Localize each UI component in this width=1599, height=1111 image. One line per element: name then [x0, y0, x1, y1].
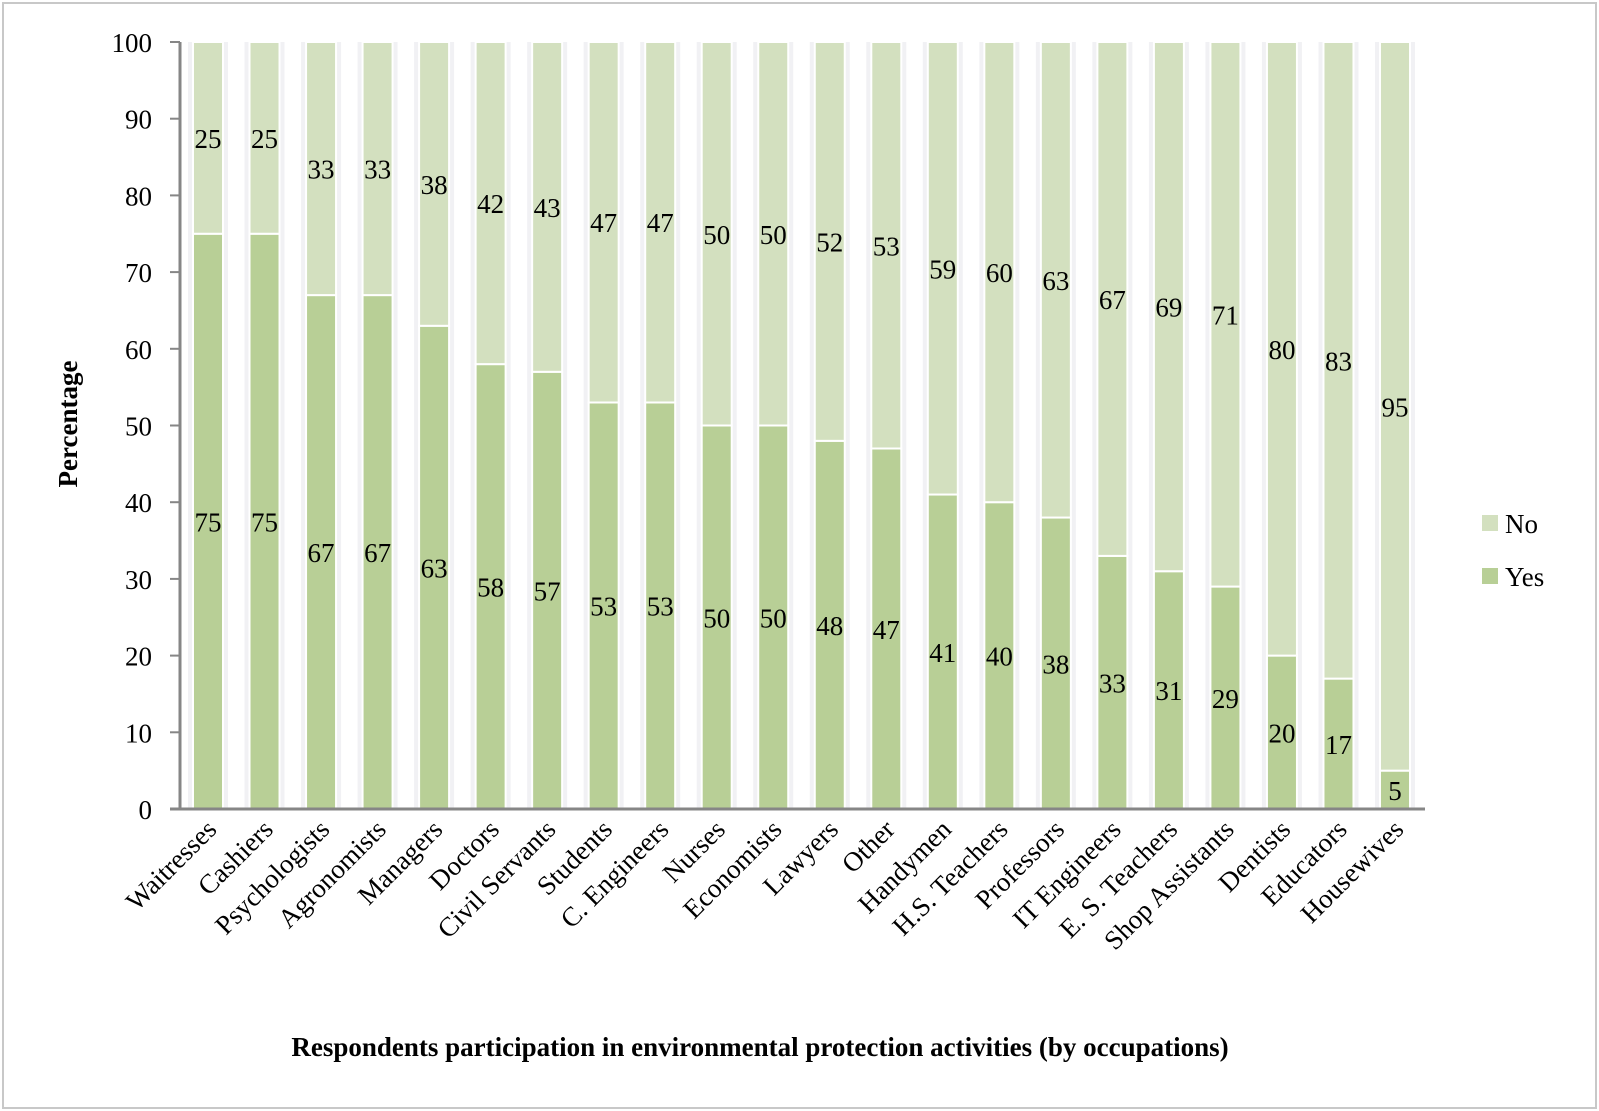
data-label-yes: 53 — [647, 592, 674, 622]
bar-yes-Shop Assistants — [1209, 585, 1242, 810]
legend-swatch-no — [1482, 515, 1498, 531]
data-label-no: 60 — [986, 258, 1013, 288]
bar-yes-H.S. Teachers — [983, 501, 1016, 810]
data-label-no: 71 — [1212, 300, 1239, 330]
data-label-no: 33 — [364, 155, 391, 185]
x-axis-title: Respondents participation in environment… — [291, 1032, 1228, 1062]
data-label-no: 53 — [873, 231, 900, 261]
y-tick-label: 20 — [125, 642, 152, 672]
data-label-yes: 20 — [1268, 718, 1295, 748]
y-tick-label: 90 — [125, 105, 152, 135]
bar-no-Educators — [1322, 41, 1355, 680]
data-label-yes: 31 — [1155, 676, 1182, 706]
bar-no-Doctors — [474, 41, 507, 366]
data-label-no: 43 — [534, 193, 561, 223]
data-label-yes: 5 — [1388, 776, 1402, 806]
bar-yes-Nurses — [700, 424, 733, 810]
legend-swatch-yes — [1482, 568, 1498, 584]
data-label-no: 80 — [1268, 335, 1295, 365]
bar-yes-Economists — [757, 424, 790, 810]
bar-no-Agronomists — [361, 41, 394, 297]
data-label-yes: 48 — [816, 611, 843, 641]
y-tick-label: 0 — [139, 795, 153, 825]
data-label-yes: 75 — [195, 507, 222, 537]
data-label-no: 33 — [308, 155, 335, 185]
data-label-no: 25 — [251, 124, 278, 154]
data-label-yes: 63 — [421, 553, 448, 583]
data-label-yes: 33 — [1099, 668, 1126, 698]
data-label-no: 50 — [703, 220, 730, 250]
bar-no-Economists — [757, 41, 790, 427]
y-tick-label: 70 — [125, 258, 152, 288]
legend-label-no: No — [1505, 509, 1538, 539]
y-tick-label: 100 — [112, 28, 153, 58]
bar-no-Shop Assistants — [1209, 41, 1242, 588]
y-axis-title: Percentage — [53, 361, 83, 488]
bar-no-E. S. Teachers — [1152, 41, 1185, 573]
bar-no-H.S. Teachers — [983, 41, 1016, 504]
bar-no-IT Engineers — [1096, 41, 1129, 557]
data-label-no: 95 — [1382, 392, 1409, 422]
y-tick-label: 40 — [125, 488, 152, 518]
legend: No Yes — [1482, 509, 1544, 592]
data-label-no: 47 — [647, 208, 674, 238]
data-label-no: 52 — [816, 227, 843, 257]
bar-no-Other — [870, 41, 903, 450]
bar-yes-Dentists — [1265, 654, 1298, 810]
data-label-no: 50 — [760, 220, 787, 250]
data-label-yes: 67 — [308, 538, 335, 568]
data-label-yes: 41 — [929, 638, 956, 668]
bar-yes-E. S. Teachers — [1152, 570, 1185, 810]
y-tick-label: 80 — [125, 181, 152, 211]
data-label-no: 59 — [929, 254, 956, 284]
bar-no-Handymen — [926, 41, 959, 496]
data-label-no: 42 — [477, 189, 504, 219]
data-label-no: 47 — [590, 208, 617, 238]
bar-no-Students — [587, 41, 620, 404]
bar-yes-Lawyers — [813, 439, 846, 810]
data-label-yes: 75 — [251, 507, 278, 537]
bar-no-Lawyers — [813, 41, 846, 442]
data-label-yes: 29 — [1212, 684, 1239, 714]
data-label-no: 67 — [1099, 285, 1126, 315]
bar-no-Psychologists — [305, 41, 338, 297]
bar-yes-IT Engineers — [1096, 554, 1129, 811]
data-label-no: 25 — [195, 124, 222, 154]
data-label-no: 63 — [1042, 266, 1069, 296]
bar-no-Civil Servants — [531, 41, 564, 373]
bar-no-Cashiers — [248, 41, 281, 235]
bar-yes-Civil Servants — [531, 370, 564, 810]
data-label-yes: 17 — [1325, 730, 1352, 760]
data-label-no: 38 — [421, 170, 448, 200]
data-label-yes: 50 — [703, 603, 730, 633]
data-label-no: 83 — [1325, 346, 1352, 376]
y-tick-label: 50 — [125, 412, 152, 442]
y-tick-label: 30 — [125, 565, 152, 595]
bar-no-C. Engineers — [644, 41, 677, 404]
bar-no-Managers — [418, 41, 451, 327]
data-label-no: 69 — [1155, 293, 1182, 323]
bar-yes-Educators — [1322, 677, 1355, 810]
data-label-yes: 53 — [590, 592, 617, 622]
data-label-yes: 40 — [986, 642, 1013, 672]
y-tick-label: 60 — [125, 335, 152, 365]
bar-yes-Doctors — [474, 363, 507, 810]
data-label-yes: 57 — [534, 576, 561, 606]
legend-label-yes: Yes — [1505, 562, 1544, 592]
bar-no-Dentists — [1265, 41, 1298, 657]
bar-no-Housewives — [1379, 41, 1411, 772]
data-label-yes: 50 — [760, 603, 787, 633]
bar-yes-Students — [587, 401, 620, 810]
bar-no-Waitresses — [192, 41, 224, 235]
y-tick-label: 10 — [125, 718, 152, 748]
data-label-yes: 67 — [364, 538, 391, 568]
data-label-yes: 38 — [1042, 649, 1069, 679]
bar-no-Professors — [1039, 41, 1072, 519]
data-label-yes: 47 — [873, 615, 900, 645]
data-label-yes: 58 — [477, 573, 504, 603]
bar-no-Nurses — [700, 41, 733, 427]
